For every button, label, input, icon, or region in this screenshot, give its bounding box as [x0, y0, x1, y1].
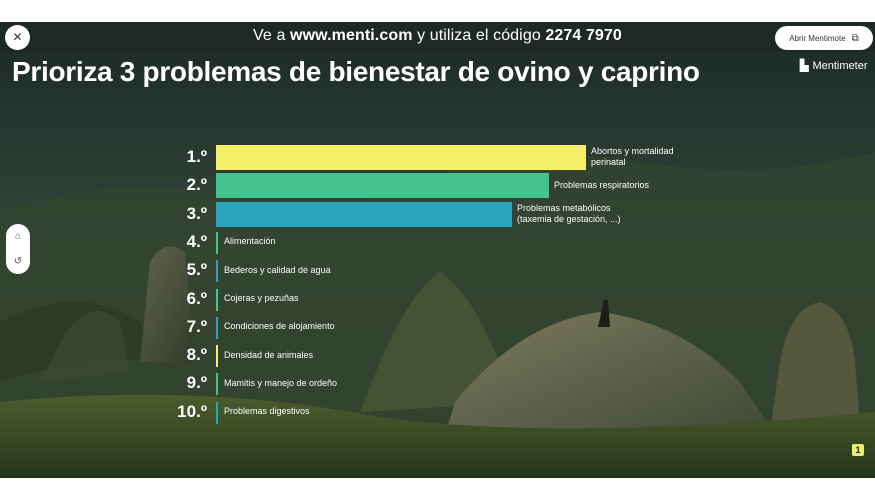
presentation-stage [0, 22, 875, 478]
ranking-label-line: Problemas digestivos [224, 406, 310, 417]
rank-number: 2.º [186, 175, 207, 195]
rank-number: 4.º [186, 231, 207, 251]
ranking-label-line: Mamitis y manejo de ordeño [224, 377, 338, 388]
mentimeter-logo: ▙ Mentimeter [800, 59, 868, 73]
close-button[interactable]: ✕ [5, 25, 30, 50]
rank-number: 10.º [177, 401, 207, 421]
ranking-bar [216, 345, 218, 368]
response-counter: 1 [852, 444, 864, 456]
rank-number: 3.º [186, 203, 207, 223]
ranking-label: Condiciones de alojamiento [224, 321, 335, 332]
brand-name: Mentimeter [812, 59, 868, 72]
slide-title: Prioriza 3 problemas de bienestar de ovi… [12, 56, 700, 87]
ranking-label: Mamitis y manejo de ordeño [224, 378, 337, 389]
ranking-label: Problemas digestivos [224, 406, 310, 417]
ranking-label-line: Alimentación [224, 236, 276, 247]
ranking-label-line: Cojeras y pezuñas [224, 293, 299, 303]
open-mentimote-button[interactable]: Abrir Mentimote ⧉ [775, 26, 873, 50]
history-icon[interactable]: ↺ [13, 256, 23, 267]
rank-number: 5.º [186, 260, 207, 280]
close-icon: ✕ [12, 30, 23, 44]
ranking-label-line: Condiciones de alojamiento [224, 321, 335, 332]
join-instructions-bar: ✕ Ve a www.menti.com y utiliza el código… [0, 22, 875, 52]
ranking-label-line: Problemas metabólicos [517, 202, 611, 213]
ranking-bar [216, 145, 586, 170]
mountain-background-image [0, 22, 875, 478]
ranking-bar [216, 401, 218, 424]
external-link-icon: ⧉ [851, 32, 859, 44]
ranking-label: Densidad de animales [224, 350, 313, 361]
ranking-bar [216, 173, 549, 199]
ranking-bar [216, 260, 218, 283]
tag-icon[interactable]: ⌂ [14, 231, 22, 242]
ranking-label: Cojeras y pezuñas [224, 293, 299, 304]
ranking-label-line: Bederos y calidad de agua [224, 264, 331, 275]
ranking-label-line: Abortos y mortalidad [591, 146, 674, 156]
ranking-bar [216, 201, 512, 227]
ranking-bar [216, 316, 218, 339]
rank-number: 6.º [186, 288, 207, 308]
side-toolbar: ⌂ ↺ [6, 224, 30, 274]
ranking-label: Bederos y calidad de agua [224, 265, 331, 276]
rank-number: 1.º [186, 147, 207, 166]
ranking-label-line: perinatal [591, 157, 626, 167]
rank-number: 9.º [186, 373, 207, 393]
ranking-label-line: Problemas respiratorios [554, 179, 650, 190]
ranking-label-line: Densidad de animales [224, 349, 314, 360]
ranking-bar [216, 231, 218, 254]
menti-url[interactable]: www.menti.com [290, 27, 413, 44]
join-code: 2274 7970 [545, 27, 622, 44]
rank-number: 8.º [186, 345, 207, 365]
ranking-label: Abortos y mortalidad perinatal [591, 146, 674, 168]
mentimeter-mark-icon: ▙ [800, 60, 809, 72]
ranking-label: Problemas respiratorios [554, 180, 649, 191]
join-instructions: Ve a www.menti.com y utiliza el código 2… [0, 27, 875, 45]
join-middle: y utiliza el código [417, 27, 541, 44]
ranking-bar [216, 288, 218, 311]
ranking-label-line: (taxemia de gestación, ...) [517, 213, 621, 224]
ranking-bar [216, 373, 218, 396]
rank-number: 7.º [186, 316, 207, 336]
open-mentimote-label: Abrir Mentimote [789, 33, 846, 43]
ranking-label: Alimentación [224, 236, 276, 247]
join-prefix: Ve a [253, 27, 286, 44]
ranking-label: Problemas metabólicos (taxemia de gestaci… [517, 203, 621, 225]
